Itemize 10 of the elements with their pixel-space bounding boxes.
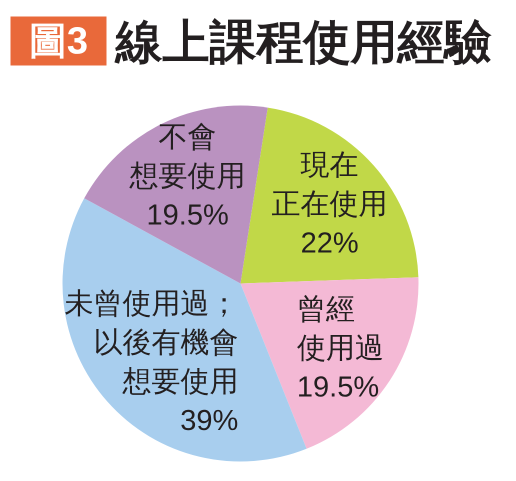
slice-label: 現在正在使用 bbox=[272, 149, 388, 220]
data-label: 19.5% bbox=[296, 372, 380, 404]
data-label: 22% bbox=[300, 227, 359, 260]
data-label: 19.5% bbox=[146, 200, 229, 232]
caption: 圖3 bbox=[28, 20, 88, 62]
slice-label: 未曾使用過；以後有機會想要使用 bbox=[64, 288, 238, 398]
slice-label: 曾經使用過 bbox=[296, 294, 384, 365]
slice-label: 不會想要使用 bbox=[128, 122, 246, 193]
data-label: 39% bbox=[180, 405, 238, 438]
chart-title: 線上課程使用經驗 bbox=[114, 15, 492, 68]
